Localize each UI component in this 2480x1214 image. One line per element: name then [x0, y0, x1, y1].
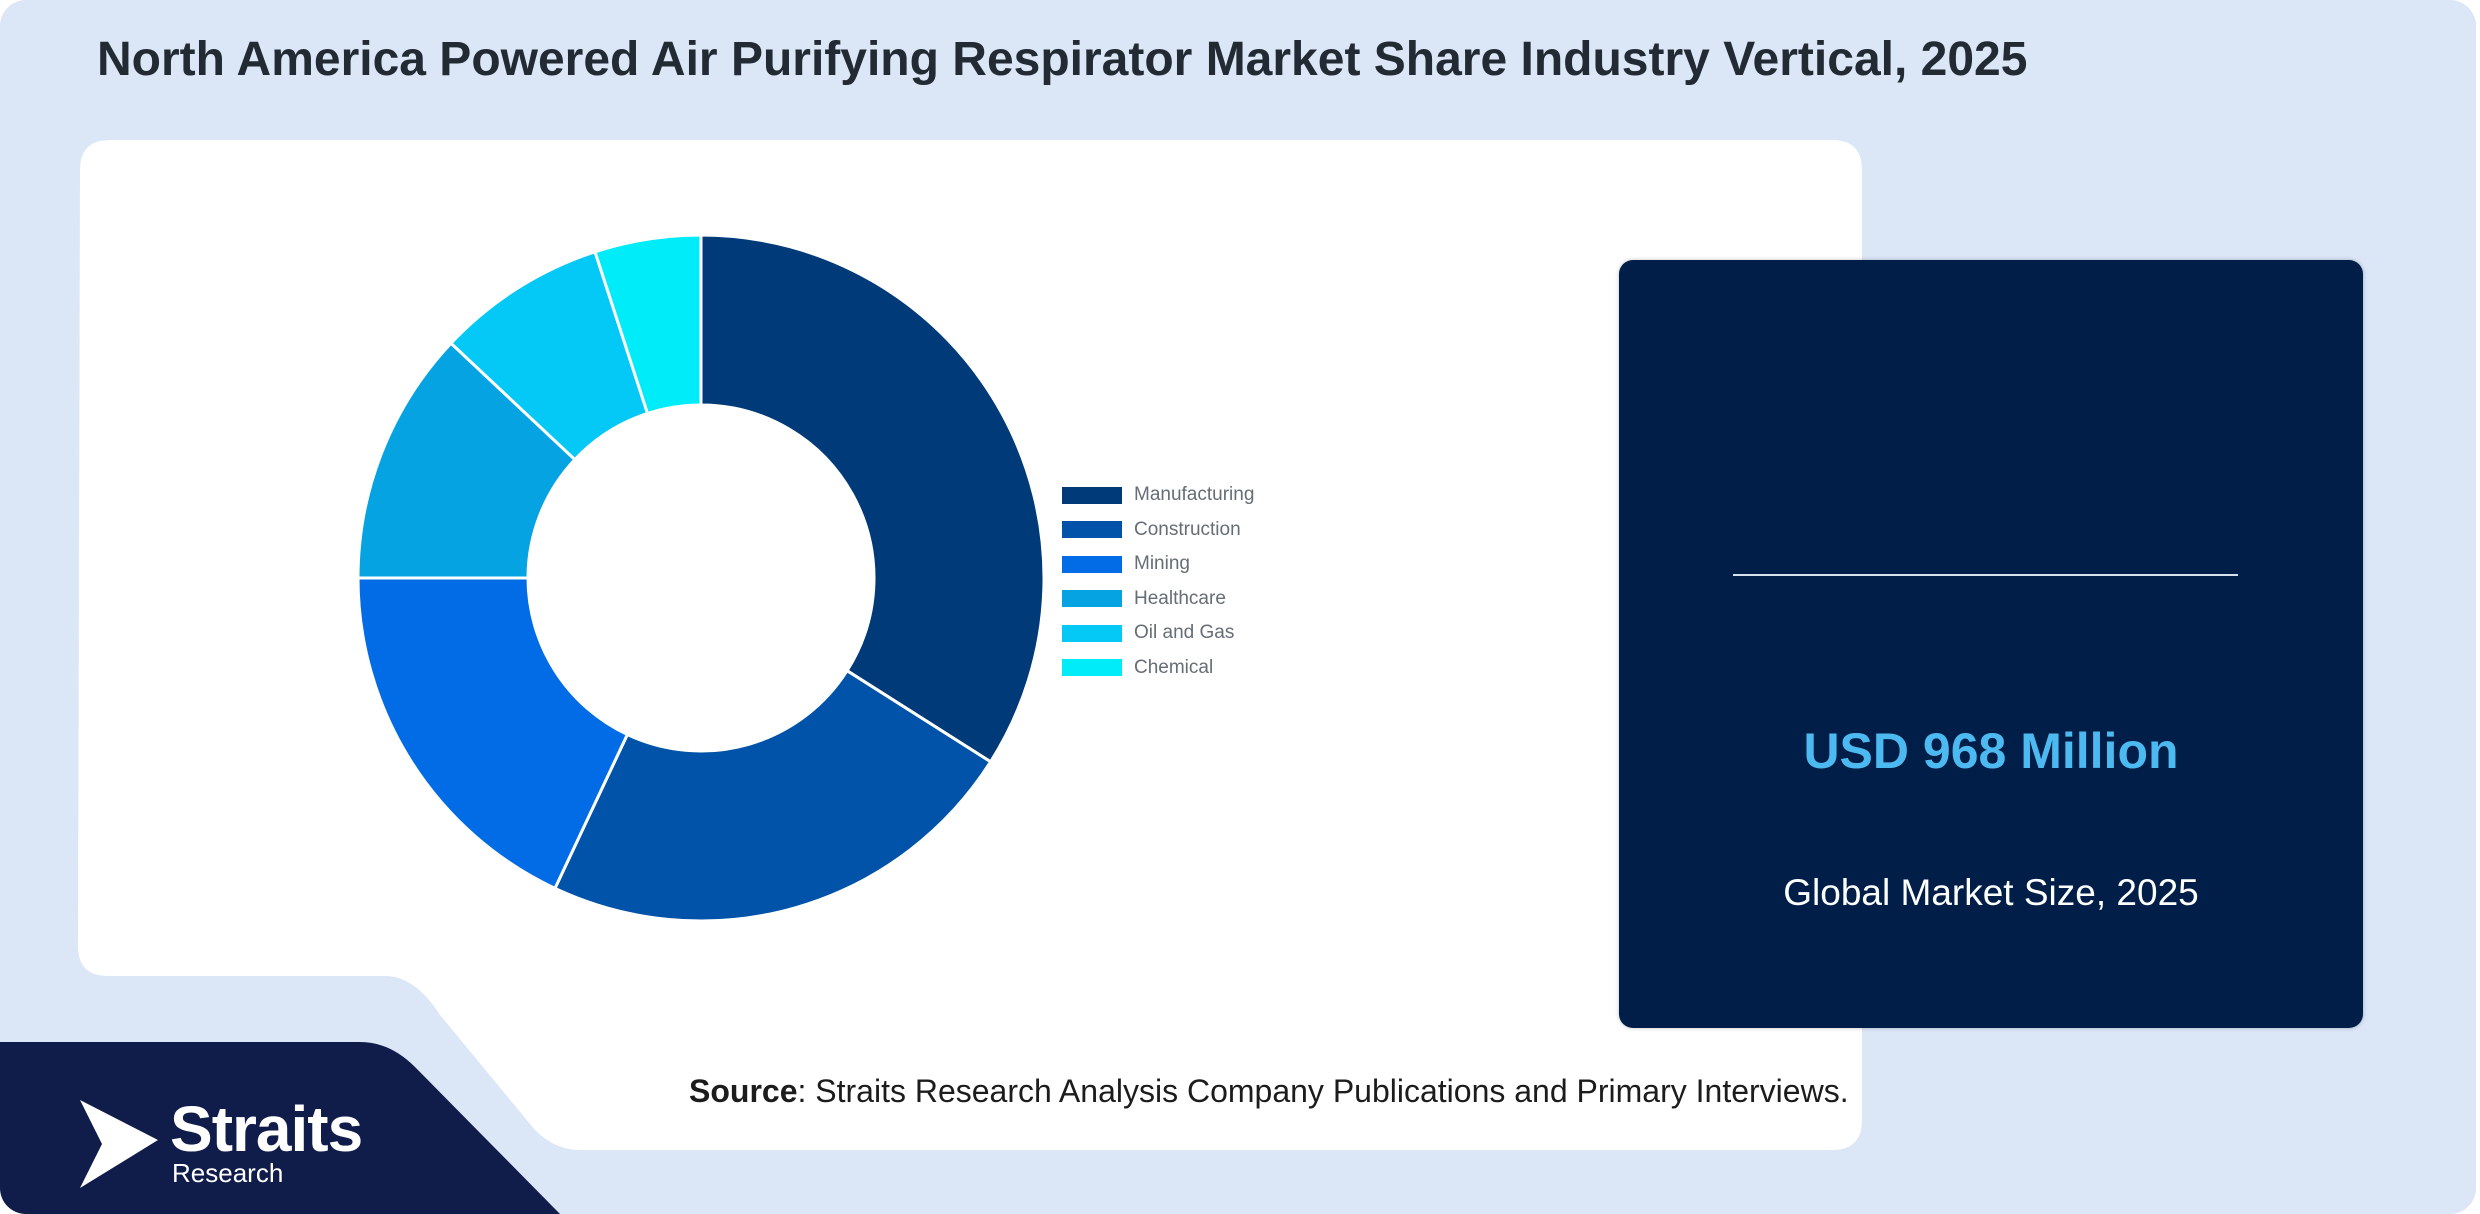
source-note: Source: Straits Research Analysis Compan…	[689, 1073, 1849, 1110]
legend-label: Construction	[1134, 518, 1241, 540]
donut-slice-manufacturing	[699, 233, 1046, 764]
logo-name: Straits	[170, 1093, 363, 1165]
legend-label: Mining	[1134, 553, 1190, 575]
legend-swatch	[1062, 555, 1122, 573]
straits-arrow-icon	[80, 1100, 158, 1188]
market-size-label: Global Market Size, 2025	[1783, 872, 2199, 913]
legend-swatch	[1062, 624, 1122, 642]
legend-label: Healthcare	[1134, 587, 1226, 609]
legend-swatch	[1062, 590, 1122, 608]
market-size-value: USD 968 Million	[1803, 723, 2179, 779]
legend-item: Manufacturing	[1062, 478, 1254, 513]
donut-slice-chemical	[593, 233, 703, 416]
legend-item: Mining	[1062, 547, 1254, 582]
legend-label: Oil and Gas	[1134, 622, 1235, 644]
source-prefix: Source	[689, 1073, 798, 1109]
legend-swatch	[1062, 659, 1122, 677]
card-divider	[1733, 574, 2238, 576]
legend-swatch	[1062, 486, 1122, 504]
logo-subtitle: Research	[172, 1158, 284, 1188]
legend-label: Manufacturing	[1134, 484, 1255, 506]
donut-slice-mining	[356, 576, 630, 891]
source-text: : Straits Research Analysis Company Publ…	[797, 1073, 1849, 1109]
donut-slice-healthcare	[356, 341, 578, 580]
chart-legend: Manufacturing Construction Mining Healthcar…	[1062, 478, 1254, 685]
legend-item: Construction	[1062, 513, 1254, 548]
legend-swatch	[1062, 521, 1122, 539]
donut-slice-construction	[552, 668, 993, 923]
page-title: North America Powered Air Purifying Resp…	[97, 33, 2028, 86]
market-size-card: USD 968 Million Global Market Size, 2025	[1619, 260, 2363, 1028]
legend-item: Healthcare	[1062, 582, 1254, 617]
legend-item: Oil and Gas	[1062, 616, 1254, 651]
logo-band	[0, 1042, 560, 1214]
legend-label: Chemical	[1134, 656, 1214, 678]
legend-item: Chemical	[1062, 651, 1254, 686]
